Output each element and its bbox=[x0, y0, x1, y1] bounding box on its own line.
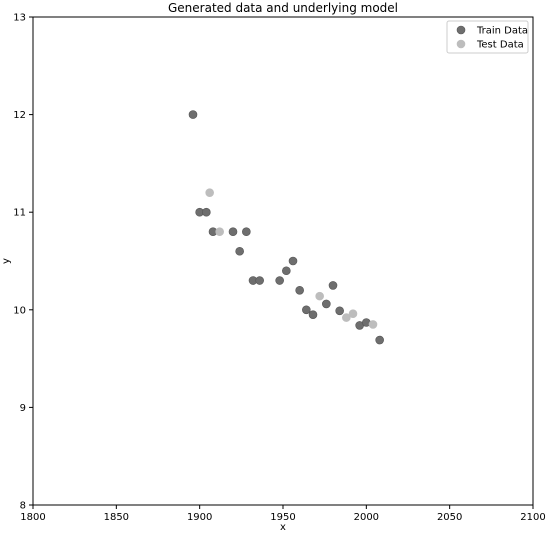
plot-frame bbox=[32, 16, 534, 506]
data-points bbox=[188, 110, 384, 345]
x-tick-label: 1950 bbox=[270, 512, 295, 523]
train-data-point bbox=[255, 276, 264, 285]
train-data-point bbox=[322, 299, 331, 309]
y-tick-label: 10 bbox=[13, 305, 26, 316]
train-data-point bbox=[202, 207, 211, 217]
chart-title: Generated data and underlying model bbox=[168, 1, 398, 15]
y-tick-label: 11 bbox=[13, 208, 26, 219]
y-tick-label: 9 bbox=[20, 403, 26, 414]
test-data-point bbox=[348, 309, 358, 319]
x-tick-label: 1850 bbox=[104, 512, 129, 523]
train-data-point bbox=[282, 266, 291, 276]
train-data-point bbox=[275, 276, 284, 285]
x-tick-label: 2000 bbox=[354, 512, 379, 523]
test-data-point bbox=[368, 320, 378, 329]
test-data-point bbox=[205, 188, 214, 197]
x-tick-label: 1800 bbox=[20, 512, 45, 523]
train-data-point bbox=[235, 246, 244, 256]
test-data-point bbox=[315, 291, 324, 301]
legend-label-test: Test Data bbox=[476, 40, 524, 51]
y-axis-label: y bbox=[1, 258, 12, 264]
x-tick-label: 2050 bbox=[437, 512, 462, 523]
y-tick-label: 13 bbox=[13, 13, 26, 24]
y-tick-label: 12 bbox=[13, 110, 26, 121]
x-axis-label: x bbox=[280, 522, 286, 533]
train-data-point bbox=[242, 227, 251, 237]
train-data-point bbox=[375, 335, 384, 345]
axis-ticks: 1800 1850 1900 1950 2000 2050 2100 8 9 10 11 12 13 bbox=[13, 13, 545, 524]
train-data-point bbox=[188, 110, 198, 119]
legend-marker-train bbox=[456, 25, 466, 35]
train-data-point bbox=[302, 305, 311, 315]
legend-label-train: Train Data bbox=[476, 26, 528, 37]
train-data-point bbox=[228, 227, 238, 237]
train-data-point bbox=[308, 310, 318, 319]
x-tick-label: 1900 bbox=[187, 512, 212, 523]
y-tick-label: 8 bbox=[20, 501, 26, 512]
train-data-point bbox=[295, 285, 304, 295]
test-data-point bbox=[215, 227, 224, 237]
x-tick-label: 2100 bbox=[520, 512, 545, 523]
train-data-point bbox=[335, 306, 344, 316]
legend-marker-test bbox=[456, 39, 466, 49]
legend: Train Data Test Data bbox=[446, 20, 529, 54]
train-data-point bbox=[328, 281, 338, 290]
test-data-point bbox=[342, 313, 351, 322]
legend-box bbox=[446, 20, 529, 54]
train-data-point bbox=[288, 256, 298, 266]
